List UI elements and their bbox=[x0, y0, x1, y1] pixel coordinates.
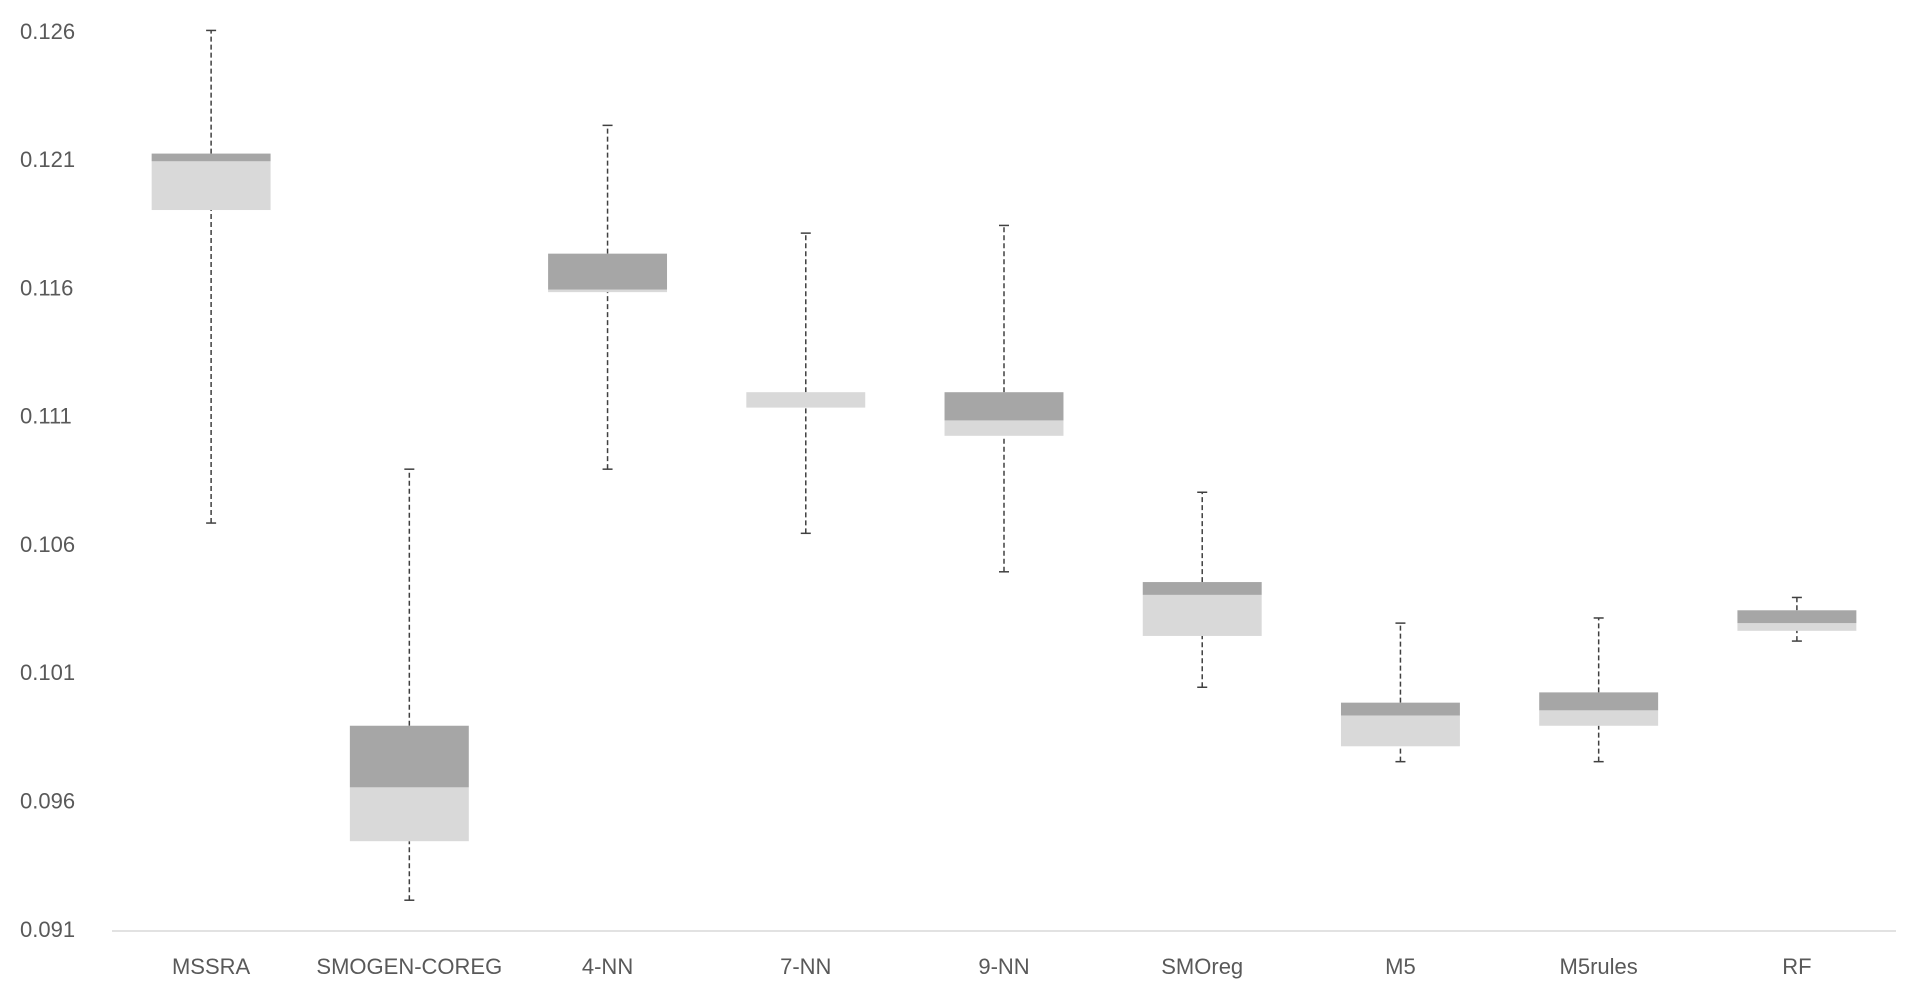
y-tick-label: 0.096 bbox=[20, 789, 75, 814]
y-tick-label: 0.111 bbox=[20, 404, 72, 429]
box-lower bbox=[349, 787, 469, 842]
x-tick-label: M5 bbox=[1385, 954, 1416, 979]
y-tick-label: 0.116 bbox=[20, 275, 73, 300]
x-tick-label: 4-NN bbox=[582, 954, 633, 979]
box-lower bbox=[944, 420, 1064, 436]
x-tick-label: MSSRA bbox=[172, 954, 251, 979]
y-tick-label: 0.091 bbox=[20, 917, 75, 942]
x-tick-label: SMOreg bbox=[1161, 954, 1243, 979]
box-lower bbox=[1340, 715, 1460, 747]
box-upper bbox=[548, 253, 668, 290]
y-tick-label: 0.106 bbox=[20, 532, 75, 557]
y-tick-label: 0.121 bbox=[20, 147, 75, 172]
box-lower bbox=[1142, 594, 1262, 636]
box-upper bbox=[151, 153, 271, 162]
box-upper bbox=[944, 392, 1064, 421]
x-tick-label: 7-NN bbox=[780, 954, 831, 979]
box-lower bbox=[1539, 710, 1659, 726]
x-tick-label: SMOGEN-COREG bbox=[316, 954, 502, 979]
x-tick-label: 9-NN bbox=[978, 954, 1029, 979]
box-lower bbox=[746, 392, 866, 408]
box-lower bbox=[151, 161, 271, 211]
box-lower bbox=[548, 289, 668, 293]
y-tick-label: 0.126 bbox=[20, 19, 75, 44]
box-upper bbox=[349, 725, 469, 788]
box-upper bbox=[1737, 610, 1857, 624]
x-tick-label: RF bbox=[1782, 954, 1811, 979]
y-tick-label: 0.101 bbox=[20, 660, 75, 685]
box-upper bbox=[1340, 702, 1460, 716]
box-upper bbox=[1142, 582, 1262, 595]
x-tick-label: M5rules bbox=[1560, 954, 1638, 979]
box-upper bbox=[1539, 692, 1659, 711]
box-lower bbox=[1737, 623, 1857, 631]
